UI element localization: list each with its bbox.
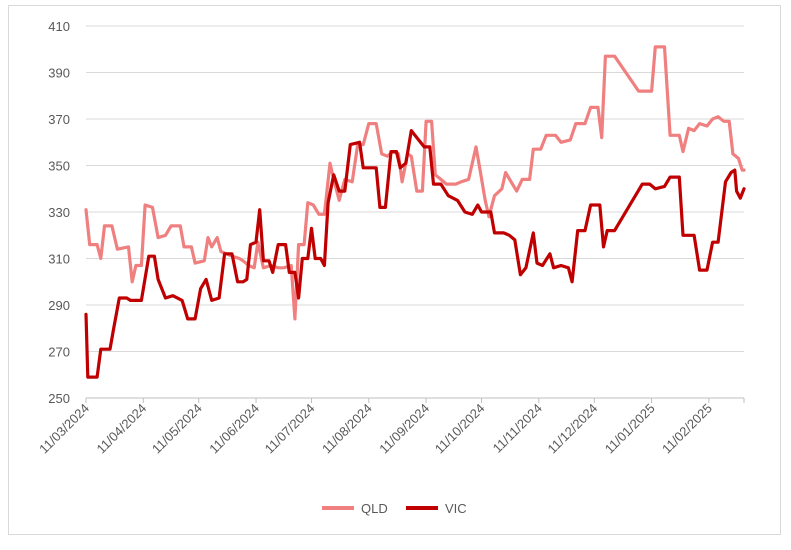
legend: QLD VIC	[322, 501, 467, 516]
x-axis-ticks: 11/03/2024 11/04/2024 11/05/2024 11/06/2024…	[36, 401, 715, 457]
y-tick-label: 410	[48, 19, 70, 34]
legend-label-vic: VIC	[445, 501, 467, 516]
x-tick-label: 11/04/2024	[93, 401, 149, 457]
x-tick-label: 11/07/2024	[262, 401, 318, 457]
gridlines	[86, 25, 744, 352]
y-tick-label: 390	[48, 66, 70, 81]
x-tick-label: 11/03/2024	[36, 401, 92, 457]
x-tick-label: 11/12/2024	[544, 401, 600, 457]
y-tick-label: 250	[48, 391, 70, 406]
series-lines	[84, 45, 746, 379]
legend-label-qld: QLD	[361, 501, 388, 516]
y-tick-label: 370	[48, 112, 70, 127]
x-tick-label: 11/05/2024	[149, 401, 205, 457]
x-tick-label: 11/09/2024	[376, 401, 432, 457]
x-tick-label: 11/06/2024	[206, 401, 262, 457]
x-axis	[85, 397, 745, 403]
chart-frame	[8, 5, 781, 535]
y-tick-label: 310	[48, 252, 70, 267]
x-tick-label: 11/02/2025	[659, 401, 715, 457]
x-tick-label: 11/08/2024	[319, 401, 375, 457]
y-tick-label: 330	[48, 205, 70, 220]
y-tick-label: 270	[48, 345, 70, 360]
x-tick-label: 11/10/2024	[432, 401, 488, 457]
x-tick-label: 11/01/2025	[602, 401, 658, 457]
y-axis-ticks: 250 270 290 310 330 350 370 390 410	[48, 19, 70, 406]
x-tick-label: 11/11/2024	[490, 401, 545, 456]
series-line-vic	[84, 129, 746, 379]
y-tick-label: 290	[48, 298, 70, 313]
y-tick-label: 350	[48, 159, 70, 174]
